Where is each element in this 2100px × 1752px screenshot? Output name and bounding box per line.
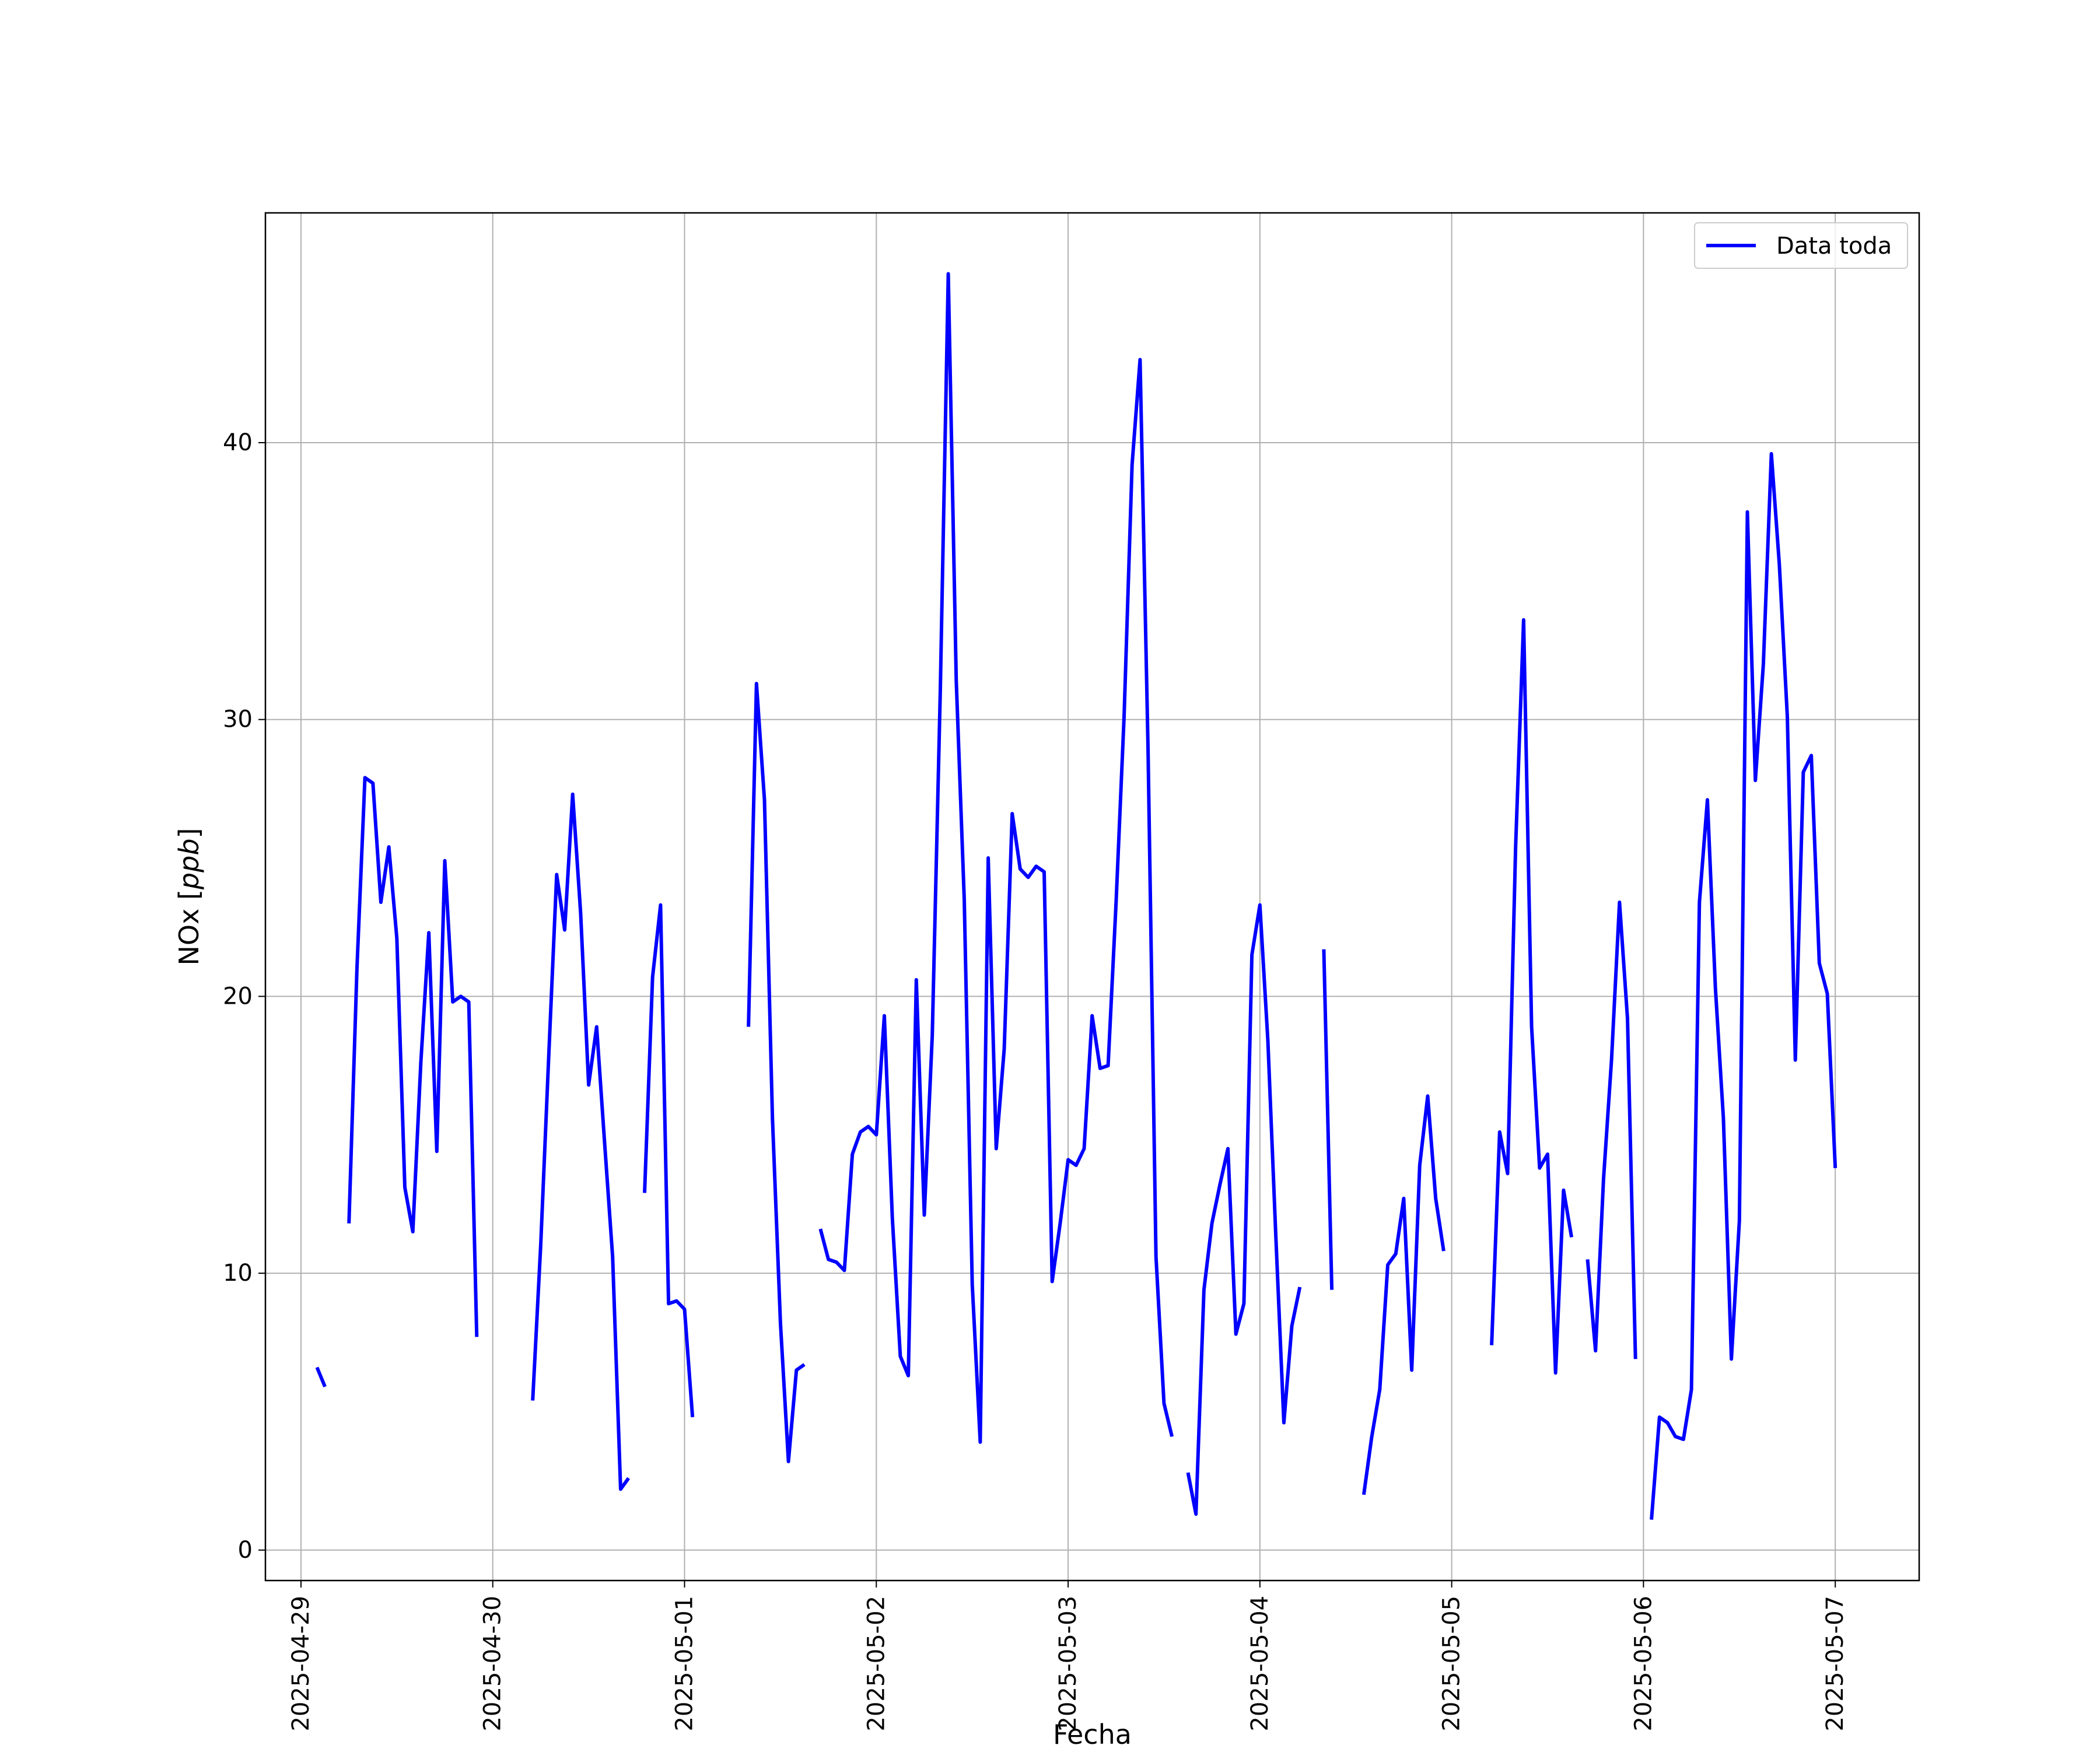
x-tick-label: 2025-04-30 bbox=[480, 1596, 506, 1731]
y-axis-label: NOx [ppb] bbox=[173, 828, 205, 966]
y-axis-label-main: NOx [ bbox=[173, 889, 205, 965]
grid bbox=[265, 213, 1919, 1581]
y-tick-label: 0 bbox=[238, 1537, 253, 1564]
series-line-segment bbox=[1650, 452, 1838, 1520]
series-line-segment bbox=[818, 272, 1174, 1444]
legend-label-data-toda: Data toda bbox=[1776, 233, 1892, 260]
series-line-segment bbox=[1322, 949, 1334, 1290]
x-tick-label: 2025-04-29 bbox=[288, 1596, 314, 1731]
x-tick-label: 2025-05-07 bbox=[1822, 1596, 1849, 1731]
x-tick-label: 2025-05-05 bbox=[1438, 1596, 1465, 1731]
y-axis-label-end: ] bbox=[173, 828, 205, 839]
series-layer bbox=[315, 272, 1838, 1520]
series-line-segment bbox=[531, 792, 631, 1491]
x-tick-label: 2025-05-02 bbox=[863, 1596, 890, 1731]
x-tick-label: 2025-05-03 bbox=[1055, 1596, 1082, 1731]
series-line-segment bbox=[1490, 618, 1574, 1375]
series-line-segment bbox=[747, 682, 806, 1463]
x-tick-label: 2025-05-06 bbox=[1630, 1596, 1657, 1731]
y-tick-label: 10 bbox=[223, 1260, 253, 1287]
series-line-segment bbox=[1362, 1094, 1446, 1495]
series-line-segment bbox=[643, 903, 695, 1418]
series-line-segment bbox=[1586, 900, 1637, 1359]
x-tick-label: 2025-05-04 bbox=[1247, 1596, 1273, 1731]
y-tick-label: 30 bbox=[223, 706, 253, 733]
plot-frame bbox=[264, 212, 1920, 1582]
x-tick-label: 2025-05-01 bbox=[671, 1596, 698, 1731]
series-line-segment bbox=[1186, 903, 1302, 1516]
legend-box bbox=[1694, 222, 1908, 269]
series-line-segment bbox=[315, 1366, 327, 1387]
series-line-segment bbox=[347, 776, 479, 1337]
y-axis-label-unit: ppb bbox=[173, 838, 205, 890]
y-tick-label: 20 bbox=[223, 983, 253, 1010]
legend: Data toda bbox=[1694, 222, 1908, 269]
x-axis-label: Fecha bbox=[1053, 1719, 1132, 1750]
ticks: 2025-04-29 2025-04-30 2025-05-01 2025-05-02… bbox=[223, 429, 1849, 1731]
y-tick-label: 40 bbox=[223, 429, 253, 456]
